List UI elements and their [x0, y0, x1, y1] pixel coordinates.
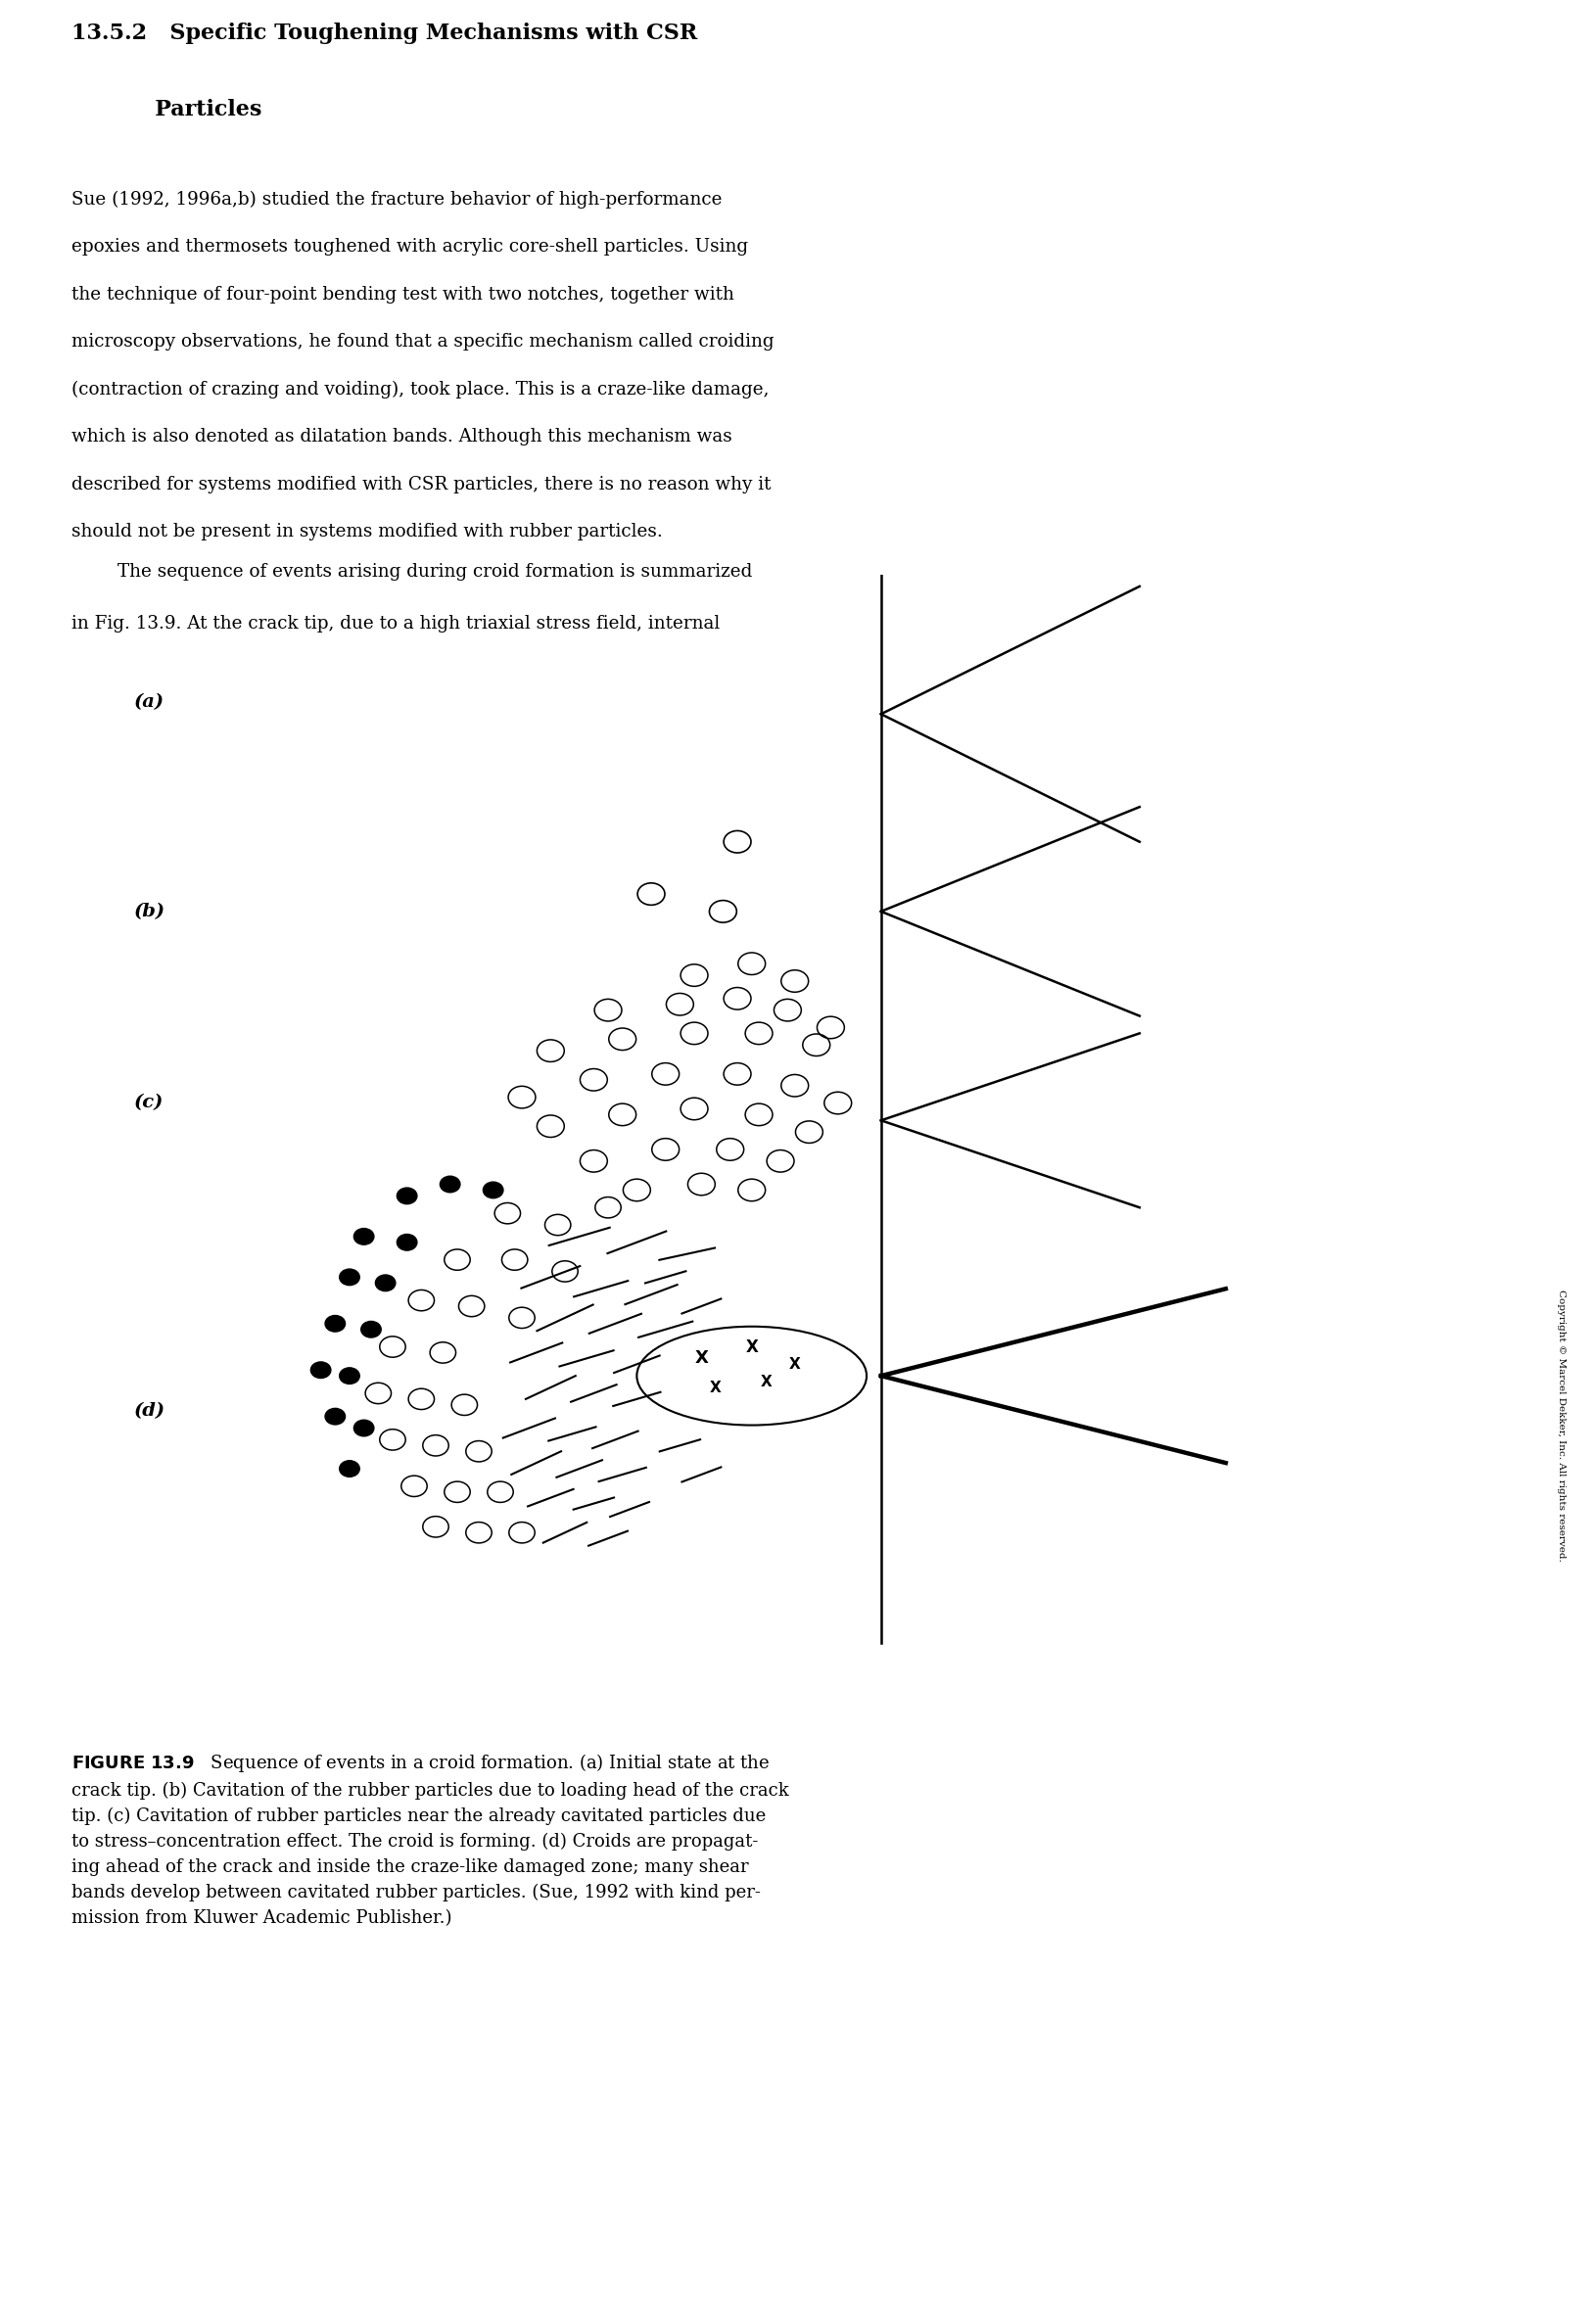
Text: The sequence of events arising during croid formation is summarized: The sequence of events arising during cr…: [72, 563, 753, 582]
Circle shape: [311, 1361, 330, 1377]
Text: in Fig. 13.9. At the crack tip, due to a high triaxial stress field, internal: in Fig. 13.9. At the crack tip, due to a…: [72, 614, 720, 632]
Text: epoxies and thermosets toughened with acrylic core-shell particles. Using: epoxies and thermosets toughened with ac…: [72, 239, 749, 255]
Text: Particles: Particles: [72, 99, 262, 120]
Text: which is also denoted as dilatation bands. Although this mechanism was: which is also denoted as dilatation band…: [72, 428, 733, 446]
Text: 13.5.2   Specific Toughening Mechanisms with CSR: 13.5.2 Specific Toughening Mechanisms wi…: [72, 23, 697, 44]
Circle shape: [354, 1421, 373, 1437]
Circle shape: [326, 1315, 345, 1331]
Text: Sue (1992, 1996a,b) studied the fracture behavior of high-performance: Sue (1992, 1996a,b) studied the fracture…: [72, 191, 723, 209]
Text: microscopy observations, he found that a specific mechanism called croiding: microscopy observations, he found that a…: [72, 333, 774, 352]
Text: X: X: [745, 1338, 758, 1356]
Text: X: X: [760, 1375, 772, 1389]
Text: (c): (c): [134, 1094, 164, 1113]
Circle shape: [397, 1235, 417, 1251]
Text: should not be present in systems modified with rubber particles.: should not be present in systems modifie…: [72, 524, 662, 540]
Circle shape: [340, 1269, 359, 1285]
Circle shape: [375, 1276, 396, 1292]
Circle shape: [340, 1460, 359, 1476]
Text: X: X: [710, 1379, 721, 1395]
Circle shape: [326, 1409, 345, 1425]
Circle shape: [484, 1182, 503, 1198]
Circle shape: [354, 1228, 373, 1244]
Text: Copyright © Marcel Dekker, Inc. All rights reserved.: Copyright © Marcel Dekker, Inc. All righ…: [1556, 1290, 1566, 1561]
Text: the technique of four-point bending test with two notches, together with: the technique of four-point bending test…: [72, 285, 734, 303]
Circle shape: [397, 1189, 417, 1205]
Text: described for systems modified with CSR particles, there is no reason why it: described for systems modified with CSR …: [72, 476, 771, 494]
Text: $\bf{FIGURE\ 13.9}$   Sequence of events in a croid formation. (a) Initial state: $\bf{FIGURE\ 13.9}$ Sequence of events i…: [72, 1752, 790, 1927]
Text: X: X: [788, 1356, 801, 1373]
Text: (a): (a): [134, 694, 164, 710]
Circle shape: [361, 1322, 381, 1338]
Circle shape: [340, 1368, 359, 1384]
Circle shape: [440, 1177, 460, 1193]
Text: (d): (d): [134, 1402, 166, 1418]
Text: (contraction of crazing and voiding), took place. This is a craze-like damage,: (contraction of crazing and voiding), to…: [72, 382, 769, 398]
Text: X: X: [694, 1350, 709, 1368]
Text: (b): (b): [134, 904, 166, 920]
